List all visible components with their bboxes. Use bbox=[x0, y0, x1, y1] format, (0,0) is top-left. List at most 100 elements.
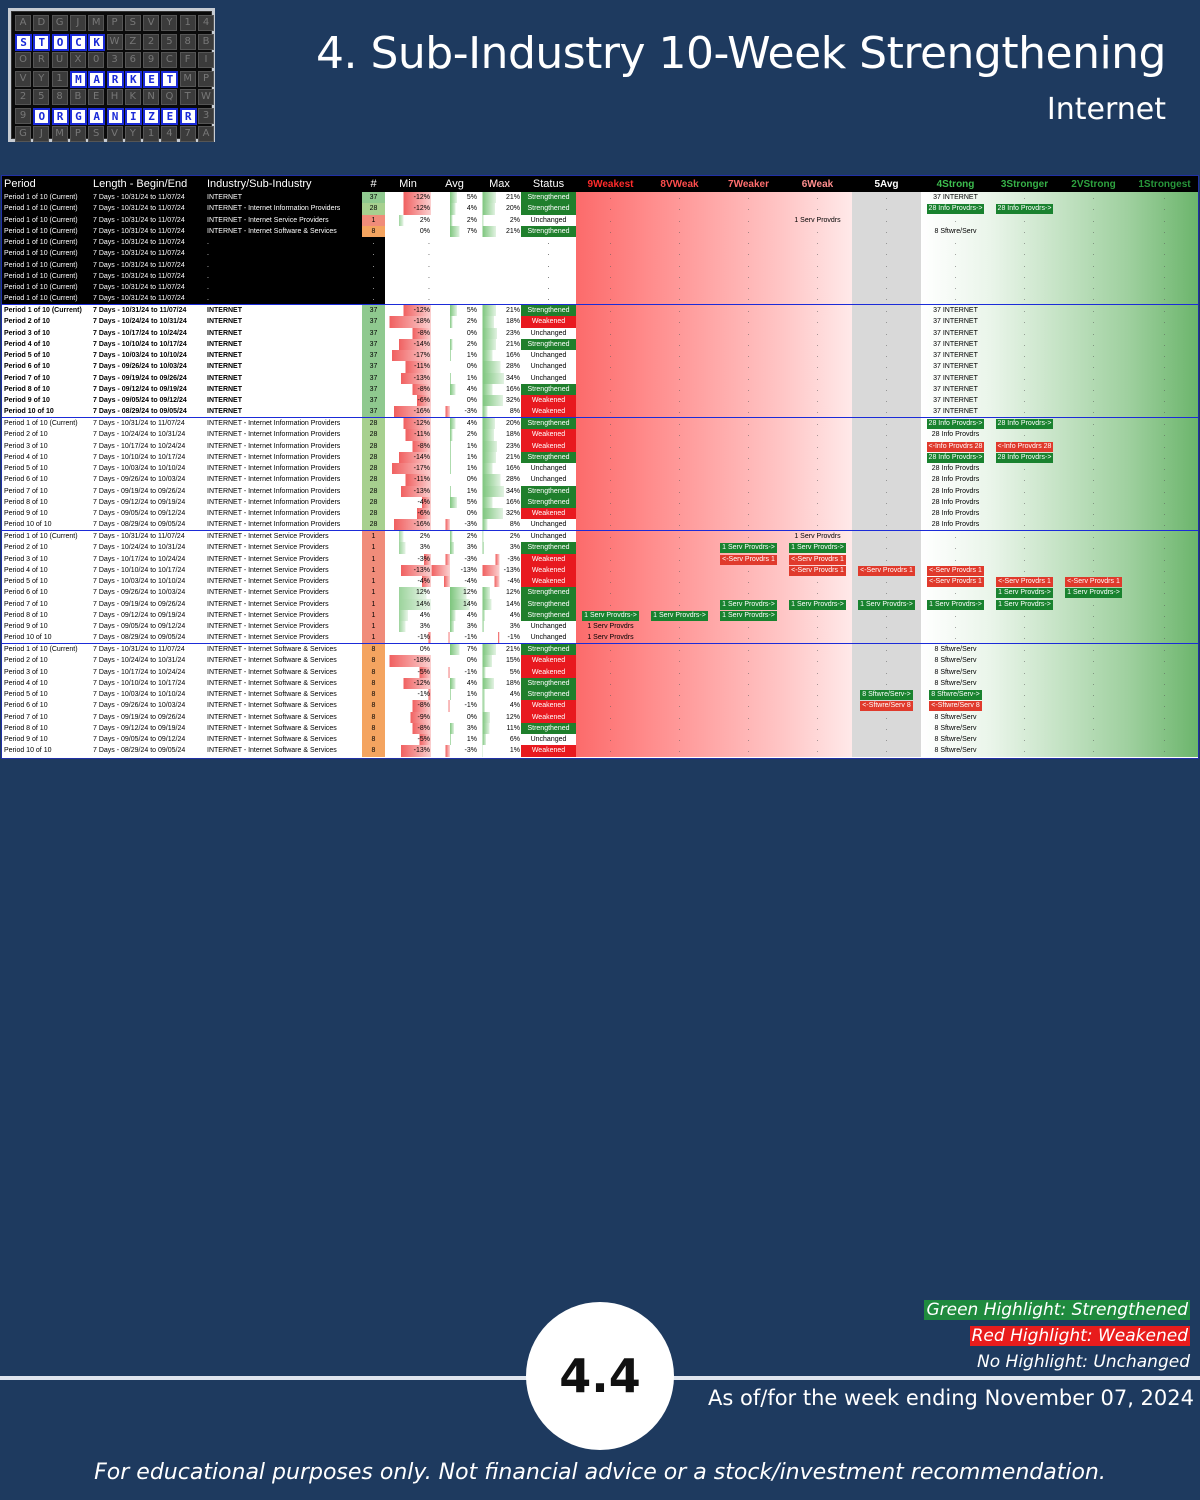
period-cell: Period 2 of 10 bbox=[4, 431, 48, 439]
table-row: Period 1 of 10 (Current) 7 Days - 10/31/2… bbox=[2, 192, 1198, 204]
logo-tile: 6 bbox=[124, 52, 141, 68]
zone-cell: . bbox=[714, 293, 783, 305]
zone-cell: . bbox=[645, 734, 714, 746]
status-cell: Strengthened bbox=[521, 192, 576, 204]
period-cell: Period 10 of 10 bbox=[4, 747, 52, 755]
zone-cell: . bbox=[576, 745, 645, 757]
zone-tag: 37 INTERNET bbox=[933, 318, 978, 326]
length-cell: 7 Days - 10/31/24 to 11/07/24 bbox=[91, 214, 205, 226]
zone-cell: . bbox=[921, 270, 990, 282]
count-cell: 37 bbox=[362, 361, 385, 373]
logo-tile: P bbox=[198, 70, 214, 87]
min-cell: -13% bbox=[385, 564, 431, 576]
logo-letter: N bbox=[106, 107, 124, 125]
table-header: Period Length - Begin/End Industry/Sub-Ind… bbox=[2, 176, 1198, 192]
table-row: Period 4 of 10 7 Days - 10/10/24 to 10/17… bbox=[2, 677, 1198, 689]
status-cell: Unchanged bbox=[530, 329, 567, 337]
zone-cell: . bbox=[645, 632, 714, 644]
count-cell: 1 bbox=[362, 542, 385, 554]
zone-cell: . bbox=[783, 282, 852, 294]
zone-cell: 1 Serv Provdrs-> bbox=[645, 609, 714, 621]
zone-tag: 8 Sftwre/Serv bbox=[934, 736, 977, 744]
logo-tile: 2 bbox=[15, 89, 31, 105]
zone-cell: . bbox=[714, 225, 783, 237]
table-row: Period 4 of 10 7 Days - 10/10/24 to 10/17… bbox=[2, 564, 1198, 576]
zone-cell: . bbox=[1128, 643, 1198, 656]
zone-cell: . bbox=[714, 304, 783, 317]
max-cell: -4% bbox=[478, 576, 521, 588]
length-cell: 7 Days - 09/12/24 to 09/19/24 bbox=[93, 385, 187, 393]
zone-cell: 8 Sftwre/Serv bbox=[921, 643, 990, 656]
zone-cell: . bbox=[852, 192, 921, 204]
zone-cell: . bbox=[645, 192, 714, 204]
count-cell: 37 bbox=[362, 383, 385, 395]
status-cell: Weakened bbox=[521, 553, 576, 565]
zone-cell: 1 Serv Provdrs-> bbox=[576, 609, 645, 621]
zone-tag: 1 Serv Provdrs-> bbox=[858, 599, 915, 610]
zone-cell: . bbox=[645, 451, 714, 463]
zone-cell: . bbox=[1059, 304, 1128, 317]
zone-cell: . bbox=[645, 621, 714, 633]
zone-cell: 37 INTERNET bbox=[921, 304, 990, 317]
zone-tag: <-Info Provdrs 28 bbox=[926, 441, 985, 452]
page-subtitle: Internet bbox=[1046, 92, 1166, 127]
min-cell: 3% bbox=[385, 621, 431, 633]
legend-red: Red Highlight: Weakened bbox=[969, 1326, 1190, 1346]
zone-tag: <-Serv Provdrs 1 bbox=[858, 565, 915, 576]
zone-cell: . bbox=[714, 677, 783, 689]
length-cell: 7 Days - 10/31/24 to 11/07/24 bbox=[91, 293, 205, 305]
zone-cell: . bbox=[783, 293, 852, 305]
avg-cell bbox=[431, 293, 478, 305]
max-cell: 21% bbox=[478, 192, 521, 204]
zone-cell: . bbox=[714, 214, 783, 226]
zone-cell: . bbox=[852, 587, 921, 599]
zone-cell: . bbox=[1128, 564, 1198, 576]
zone-cell: . bbox=[714, 270, 783, 282]
zone-cell: . bbox=[576, 496, 645, 508]
table-row: Period 1 of 10 (Current) 7 Days - 10/31/2… bbox=[2, 248, 1198, 260]
zone-cell: . bbox=[1128, 655, 1198, 667]
zone-cell: . bbox=[783, 395, 852, 407]
period-cell: Period 9 of 10 bbox=[4, 623, 48, 631]
logo-letter: Z bbox=[143, 107, 161, 125]
zone-cell: . bbox=[645, 248, 714, 260]
zone-tag: 37 INTERNET bbox=[933, 340, 978, 348]
zone-cell: . bbox=[645, 564, 714, 576]
period-cell: Period 1 of 10 (Current) bbox=[2, 417, 91, 430]
zone-cell: . bbox=[645, 677, 714, 689]
zone-cell: . bbox=[852, 734, 921, 746]
zone-cell: . bbox=[1059, 519, 1128, 531]
zone-cell: 1 Serv Provdrs bbox=[783, 530, 852, 543]
zone-cell: . bbox=[1128, 530, 1198, 543]
zone-cell: . bbox=[1059, 192, 1128, 204]
avg-cell bbox=[431, 248, 478, 260]
logo-tile: K bbox=[124, 89, 141, 105]
status-cell: Strengthened bbox=[521, 304, 576, 317]
zone-cell: . bbox=[990, 383, 1059, 395]
status-cell: Weakened bbox=[521, 564, 576, 576]
period-cell: Period 1 of 10 (Current) bbox=[2, 293, 91, 305]
period-cell: Period 8 of 10 bbox=[4, 385, 50, 393]
length-cell: 7 Days - 09/26/24 to 10/03/24 bbox=[93, 476, 186, 484]
length-cell: 7 Days - 10/31/24 to 11/07/24 bbox=[91, 417, 205, 430]
min-cell: 0% bbox=[385, 225, 431, 237]
logo-tile: M bbox=[179, 70, 196, 87]
zone-cell: <-Serv Provdrs 1 bbox=[921, 576, 990, 588]
max-cell: 12% bbox=[478, 711, 521, 723]
status-cell: Weakened bbox=[521, 406, 576, 418]
period-cell: Period 8 of 10 bbox=[4, 498, 48, 506]
zone-cell: . bbox=[645, 496, 714, 508]
zone-cell: . bbox=[1128, 587, 1198, 599]
period-cell: Period 6 of 10 bbox=[4, 363, 50, 371]
status-cell: Strengthened bbox=[521, 383, 576, 395]
zone-tag: 1 Serv Provdrs-> bbox=[720, 610, 777, 621]
table-row: Period 5 of 10 7 Days - 10/03/24 to 10/10… bbox=[2, 463, 1198, 475]
zone-cell: . bbox=[645, 643, 714, 656]
table-row: Period 9 of 10 7 Days - 09/05/24 to 09/12… bbox=[2, 734, 1198, 746]
logo-letter: I bbox=[124, 107, 142, 125]
zone-tag: 28 Info Provdrs bbox=[931, 476, 980, 484]
zone-cell: . bbox=[990, 361, 1059, 373]
period-cell: Period 5 of 10 bbox=[4, 691, 48, 699]
zone-cell: 8 Sftwre/Serv bbox=[921, 734, 990, 746]
